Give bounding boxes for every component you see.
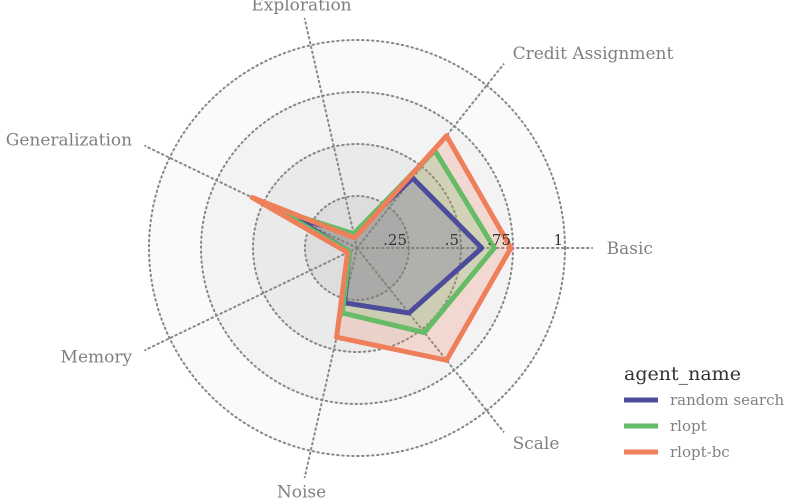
axis-spoke (144, 247, 358, 351)
legend-label: rlopt-bc (670, 443, 730, 461)
axis-label: Credit Assignment (513, 44, 674, 64)
axis-label: Memory (61, 347, 133, 367)
axis-spoke (356, 247, 505, 433)
axis-label: Generalization (6, 131, 132, 151)
radial-gridline (148, 39, 566, 457)
axis-spoke (144, 145, 358, 249)
axis-spoke (303, 17, 358, 249)
radial-tick-label: .25 (383, 231, 407, 249)
legend: agent_name random search rlopt rlopt-bc (624, 363, 784, 461)
axis-labels: Basic Credit Assignment Exploration General… (6, 0, 674, 498)
radial-tick-labels: .25 .5 .75 1 (383, 231, 563, 249)
axis-label: Basic (607, 239, 653, 259)
axis-label: Exploration (251, 0, 351, 16)
axis-label: Scale (513, 434, 560, 454)
legend-label: rlopt (670, 417, 707, 435)
legend-label: random search (670, 391, 784, 409)
series-area (295, 178, 482, 313)
axis-spoke (356, 63, 505, 249)
series-layer (249, 133, 514, 363)
axis-spokes (144, 17, 594, 479)
radial-tick-label: .75 (487, 231, 511, 249)
legend-title: agent_name (624, 363, 741, 385)
legend-items: random search rlopt rlopt-bc (624, 391, 784, 461)
radial-tick-label: .5 (445, 231, 459, 249)
radial-tick-label: 1 (553, 231, 563, 249)
axis-label: Noise (277, 482, 326, 498)
series-line (249, 133, 514, 363)
